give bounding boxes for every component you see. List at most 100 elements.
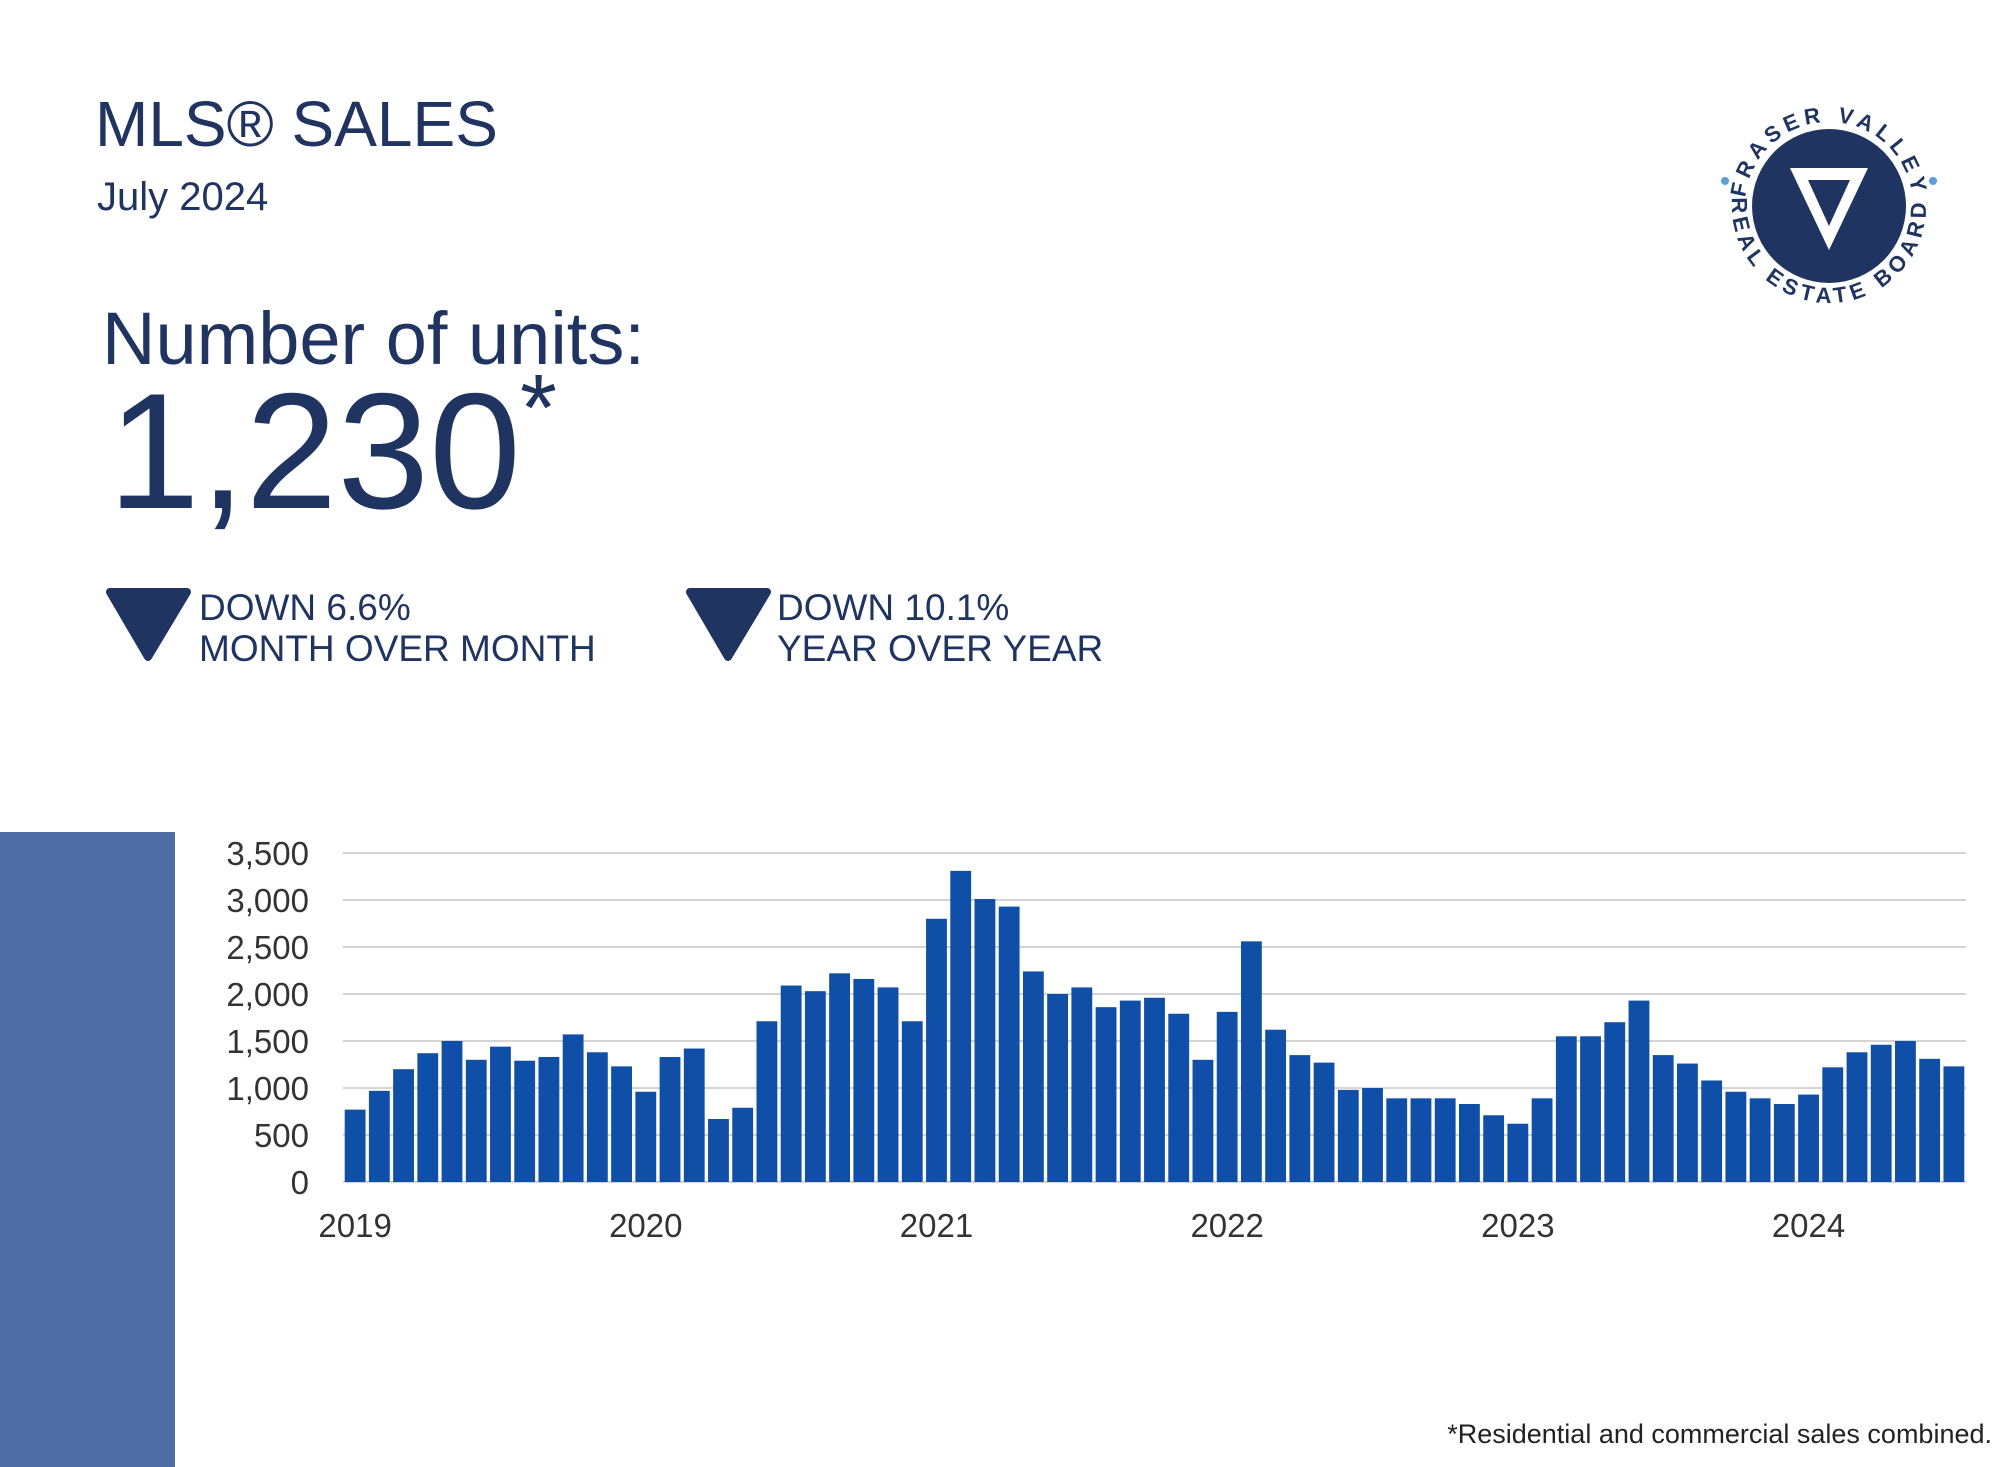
bar — [1919, 1058, 1941, 1182]
down-arrow — [106, 588, 191, 661]
bar — [1507, 1123, 1529, 1182]
bar — [441, 1041, 463, 1182]
bar — [1628, 1000, 1650, 1182]
bar — [1071, 987, 1093, 1182]
bar — [611, 1066, 632, 1182]
bar — [1289, 1055, 1311, 1182]
bar — [368, 1090, 390, 1182]
bar — [417, 1053, 439, 1182]
x-tick-label: 2022 — [1190, 1207, 1263, 1244]
bar — [635, 1091, 657, 1182]
bar — [586, 1052, 608, 1182]
bar — [1701, 1080, 1723, 1182]
bar — [344, 1109, 366, 1182]
bar — [732, 1107, 754, 1182]
x-tick-label: 2020 — [609, 1207, 682, 1244]
logo-dot — [1721, 177, 1729, 185]
y-tick-label: 1,500 — [226, 1023, 309, 1060]
bar — [708, 1119, 729, 1182]
y-tick-label: 3,500 — [226, 835, 309, 872]
x-tick-label: 2019 — [318, 1207, 391, 1244]
x-tick-label: 2023 — [1481, 1207, 1554, 1244]
bar — [465, 1059, 487, 1182]
bar — [1458, 1103, 1480, 1182]
bar — [1580, 1036, 1601, 1182]
bar — [1119, 1000, 1141, 1182]
bar — [538, 1056, 560, 1182]
logo-circle — [1752, 129, 1906, 283]
headline-value: 1,230 — [108, 359, 521, 543]
bar — [1604, 1022, 1626, 1182]
y-tick-label: 2,500 — [226, 929, 309, 966]
logo-dot — [1929, 177, 1937, 185]
bar — [1337, 1089, 1359, 1182]
bar — [853, 978, 875, 1182]
bar — [1798, 1094, 1819, 1182]
logo: FRASER VALLEY REAL ESTATE BOARD — [1721, 102, 1937, 308]
bar — [901, 1021, 923, 1182]
headline-mark: * — [520, 355, 557, 461]
bar — [1822, 1067, 1844, 1182]
change-direction: DOWN 6.6% — [199, 587, 411, 628]
bar — [1483, 1115, 1505, 1182]
bar — [1943, 1066, 1965, 1182]
bar — [659, 1056, 681, 1182]
title: MLS® SALES — [95, 88, 498, 160]
footnote: *Residential and commercial sales combin… — [1447, 1419, 1992, 1449]
bar — [683, 1048, 705, 1182]
bar — [490, 1046, 511, 1182]
bar — [1192, 1059, 1214, 1182]
y-tick-label: 3,000 — [226, 882, 309, 919]
y-tick-label: 1,000 — [226, 1070, 309, 1107]
bar — [1362, 1088, 1383, 1182]
bar — [756, 1021, 778, 1182]
bar — [1410, 1098, 1432, 1182]
bar — [1434, 1098, 1456, 1182]
bar — [1677, 1063, 1698, 1182]
subtitle: July 2024 — [97, 175, 268, 219]
bar — [1870, 1044, 1892, 1182]
bar — [1725, 1091, 1747, 1182]
bar — [1144, 997, 1165, 1182]
y-tick-label: 2,000 — [226, 976, 309, 1013]
bar — [1386, 1098, 1408, 1182]
headline-label: Number of units: — [102, 297, 645, 380]
bar — [950, 870, 972, 1182]
down-arrow — [686, 588, 771, 661]
bar — [974, 899, 996, 1182]
bar — [926, 918, 947, 1182]
x-tick-label: 2024 — [1772, 1207, 1845, 1244]
bar — [1168, 1013, 1190, 1182]
bar — [562, 1034, 584, 1182]
bar — [1846, 1052, 1868, 1182]
bar — [514, 1060, 536, 1182]
logo-mark — [1790, 168, 1868, 250]
bar — [780, 985, 802, 1182]
change-direction: DOWN 10.1% — [777, 587, 1009, 628]
bar — [1749, 1098, 1771, 1182]
bar — [1022, 971, 1044, 1182]
bar — [1652, 1055, 1674, 1182]
side-band — [0, 832, 175, 1467]
bar — [998, 906, 1020, 1182]
change-period: MONTH OVER MONTH — [199, 628, 596, 669]
bar — [829, 973, 851, 1182]
bar — [1240, 941, 1262, 1182]
y-tick-label: 500 — [254, 1117, 309, 1154]
bar — [1095, 1007, 1117, 1182]
x-tick-label: 2021 — [900, 1207, 973, 1244]
change-period: YEAR OVER YEAR — [777, 628, 1103, 669]
bar — [1773, 1103, 1795, 1182]
bar — [1265, 1029, 1287, 1182]
bar — [1216, 1011, 1238, 1182]
bar — [1895, 1041, 1916, 1182]
bar — [804, 991, 826, 1182]
bar — [1313, 1062, 1335, 1182]
bar — [1047, 994, 1069, 1182]
bar — [393, 1069, 414, 1182]
bar — [877, 987, 899, 1182]
bar — [1555, 1036, 1577, 1182]
bar — [1531, 1098, 1553, 1182]
y-tick-label: 0 — [291, 1164, 309, 1201]
